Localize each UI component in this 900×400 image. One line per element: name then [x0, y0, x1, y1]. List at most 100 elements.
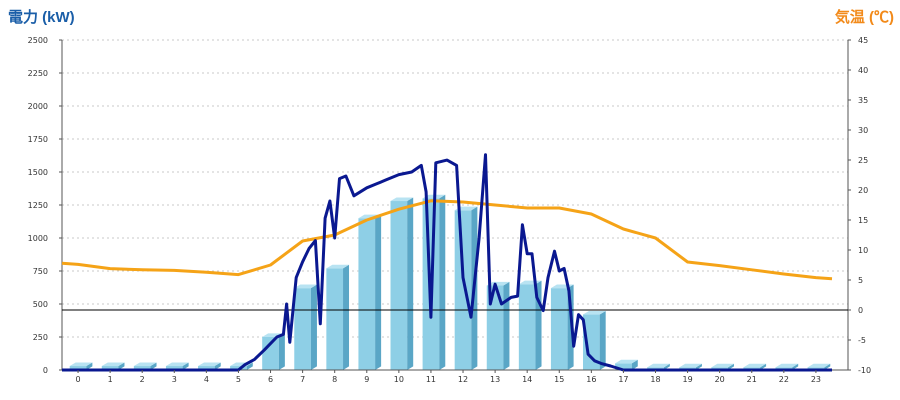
- bar-front: [101, 366, 119, 370]
- x-tick-label: 20: [715, 375, 725, 384]
- tick-labels: 02505007501000125015001750200022502500-1…: [28, 36, 871, 384]
- bar-front: [165, 366, 183, 370]
- bar-top: [69, 362, 93, 367]
- x-tick-label: 22: [779, 375, 789, 384]
- x-tick-label: 12: [458, 375, 468, 384]
- x-tick-label: 21: [747, 375, 757, 384]
- bar-side: [760, 363, 767, 370]
- bar-top: [583, 310, 606, 315]
- x-tick-label: 18: [650, 375, 660, 384]
- power-bar: [101, 362, 125, 370]
- bar-side: [599, 310, 606, 370]
- left-tick-label: 500: [33, 300, 48, 309]
- bar-side: [631, 359, 638, 370]
- bar-top: [615, 359, 638, 364]
- power-line: [62, 153, 832, 372]
- bar-front: [550, 288, 568, 370]
- power-bar: [198, 362, 221, 370]
- right-tick-label: 30: [858, 126, 868, 135]
- bar-side: [728, 363, 735, 370]
- x-tick-label: 8: [332, 375, 337, 384]
- bar-front: [326, 268, 344, 370]
- power-bar: [486, 281, 510, 370]
- right-tick-label: 20: [858, 186, 868, 195]
- left-tick-label: 1750: [28, 135, 48, 144]
- x-tick-label: 10: [394, 375, 404, 384]
- left-tick-label: 2500: [28, 36, 48, 45]
- left-tick-label: 2000: [28, 102, 48, 111]
- bar-side: [182, 362, 189, 370]
- left-tick-label: 1250: [28, 201, 48, 210]
- bar-front: [486, 285, 504, 370]
- bar-side: [310, 284, 317, 370]
- x-tick-label: 16: [586, 375, 596, 384]
- power-bar: [294, 284, 317, 370]
- bar-side: [503, 281, 510, 370]
- bar-side: [118, 362, 125, 370]
- bar-side: [278, 333, 285, 370]
- gridlines: [62, 39, 848, 338]
- bar-front: [615, 363, 632, 370]
- bar-front: [358, 218, 376, 370]
- bar-front: [262, 337, 279, 370]
- x-tick-label: 4: [204, 375, 209, 384]
- left-tick-label: 250: [33, 333, 48, 342]
- bar-top: [679, 363, 702, 368]
- left-tick-label: 2250: [28, 69, 48, 78]
- bar-side: [246, 362, 253, 370]
- power-bar: [69, 362, 93, 370]
- right-tick-label: 15: [858, 216, 868, 225]
- bar-top: [165, 362, 189, 367]
- bar-side: [663, 363, 670, 370]
- power-bar: [518, 280, 542, 370]
- bar-front: [454, 210, 472, 370]
- x-tick-label: 0: [75, 375, 80, 384]
- power-bar: [390, 197, 414, 370]
- bar-side: [824, 363, 831, 370]
- bar-side: [86, 362, 93, 370]
- x-tick-label: 3: [172, 375, 177, 384]
- right-tick-label: -10: [858, 366, 871, 375]
- bar-top: [775, 363, 799, 368]
- power-bar: [358, 214, 382, 370]
- right-tick-label: 25: [858, 156, 868, 165]
- right-axis-title: 気温 (℃): [835, 8, 894, 26]
- bar-top: [294, 284, 317, 289]
- left-tick-label: 1500: [28, 168, 48, 177]
- bar-top: [198, 362, 221, 367]
- bar-front: [69, 366, 87, 370]
- bar-top: [133, 362, 157, 367]
- left-axis-title: 電力 (kW): [8, 8, 75, 26]
- right-tick-label: 10: [858, 246, 868, 255]
- right-tick-label: 0: [858, 306, 863, 315]
- x-tick-label: 6: [268, 375, 273, 384]
- bar-front: [198, 366, 215, 370]
- bar-top: [807, 363, 831, 368]
- bar-top: [647, 363, 670, 368]
- series-lines: [61, 153, 833, 372]
- bar-side: [695, 363, 702, 370]
- x-tick-label: 9: [364, 375, 369, 384]
- x-tick-label: 14: [522, 375, 532, 384]
- power-bar: [583, 310, 606, 370]
- x-tick-label: 11: [426, 375, 436, 384]
- left-tick-label: 750: [33, 267, 48, 276]
- x-tick-label: 13: [490, 375, 500, 384]
- bar-top: [743, 363, 767, 368]
- bar-side: [343, 264, 350, 370]
- power-bar: [165, 362, 189, 370]
- bar-top: [390, 197, 414, 202]
- bar-side: [407, 197, 414, 370]
- left-tick-label: 1000: [28, 234, 48, 243]
- bar-front: [518, 284, 536, 370]
- right-tick-label: 40: [858, 66, 868, 75]
- bar-side: [214, 362, 221, 370]
- power-bar: [133, 362, 157, 370]
- bar-top: [486, 281, 510, 286]
- bar-side: [375, 214, 382, 370]
- x-tick-label: 2: [140, 375, 145, 384]
- power-bar: [326, 264, 350, 370]
- right-tick-label: 45: [858, 36, 868, 45]
- right-tick-label: 5: [858, 276, 863, 285]
